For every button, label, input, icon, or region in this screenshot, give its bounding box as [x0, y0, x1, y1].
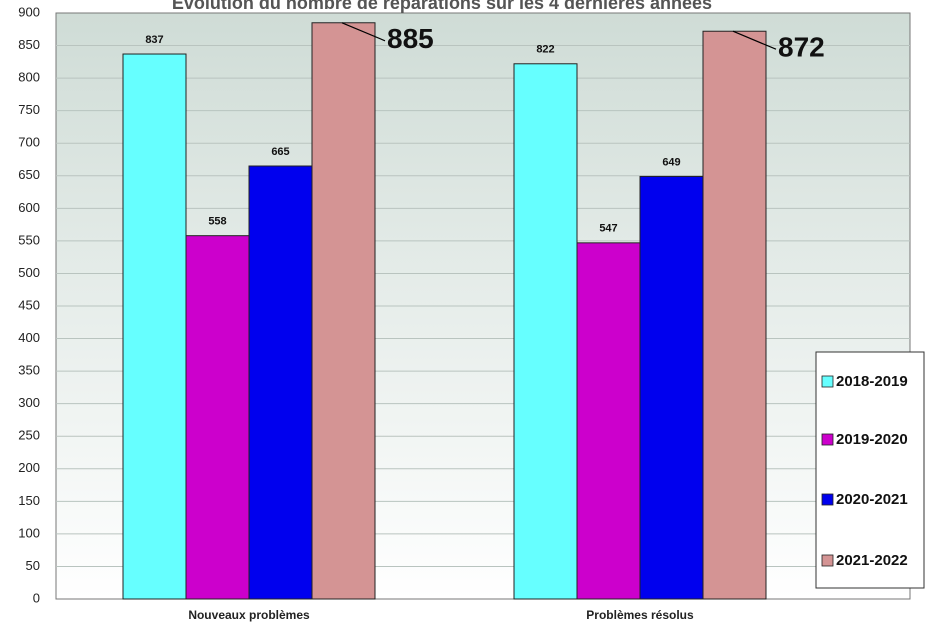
- legend-label: 2021-2022: [836, 552, 908, 569]
- legend-swatch: [821, 375, 834, 388]
- y-tick-label: 50: [26, 558, 40, 573]
- data-label-leader: [341, 22, 386, 42]
- data-label: 649: [662, 156, 680, 168]
- y-tick-label: 300: [18, 395, 40, 410]
- y-tick-label: 750: [18, 102, 40, 117]
- legend-label: 2019-2020: [836, 431, 908, 448]
- x-axis-categories: Nouveaux problèmes Problèmes résolus: [188, 608, 694, 622]
- legend-swatch: [821, 433, 834, 446]
- chart-title: Evolution du nombre de réparations sur l…: [172, 0, 712, 13]
- x-category-label: Problèmes résolus: [586, 608, 694, 622]
- data-label: 558: [208, 216, 226, 228]
- y-tick-label: 900: [18, 4, 40, 19]
- bar: [513, 63, 578, 600]
- y-tick-label: 550: [18, 232, 40, 247]
- y-tick-label: 250: [18, 428, 40, 443]
- bar: [311, 22, 376, 600]
- data-label: 547: [599, 223, 617, 235]
- y-axis-ticks: 0 50 100 150 200 250 300 350 400 450 500 550 600 650 7…: [18, 4, 40, 605]
- legend-label: 2020-2021: [836, 491, 908, 508]
- bar: [248, 165, 313, 600]
- y-tick-label: 850: [18, 37, 40, 52]
- legend-box: [815, 351, 925, 589]
- legend: 2018-2019 2019-2020 2020-2021 2021-2022: [815, 351, 925, 589]
- y-tick-label: 650: [18, 167, 40, 182]
- data-label: 822: [536, 44, 554, 56]
- legend-swatch: [821, 493, 834, 506]
- legend-swatch: [821, 554, 834, 567]
- y-tick-label: 200: [18, 460, 40, 475]
- data-labels: 837 558 665 885 822 547 649 872: [145, 22, 825, 235]
- bars: [122, 22, 767, 600]
- data-label: 885: [387, 23, 434, 54]
- legend-label: 2018-2019: [836, 373, 908, 390]
- bar: [122, 53, 187, 600]
- y-tick-label: 450: [18, 297, 40, 312]
- y-tick-label: 100: [18, 525, 40, 540]
- x-category-label: Nouveaux problèmes: [188, 608, 310, 622]
- bar: [185, 235, 250, 600]
- bar: [639, 175, 704, 600]
- y-tick-label: 350: [18, 363, 40, 378]
- y-tick-label: 600: [18, 200, 40, 215]
- y-tick-label: 500: [18, 265, 40, 280]
- data-label: 665: [271, 146, 289, 158]
- y-tick-label: 0: [33, 590, 40, 605]
- data-label: 837: [145, 34, 163, 46]
- data-label: 872: [778, 32, 825, 63]
- y-tick-label: 800: [18, 70, 40, 85]
- y-tick-label: 700: [18, 135, 40, 150]
- data-label-leader: [732, 30, 777, 50]
- bar: [576, 242, 641, 600]
- y-tick-label: 400: [18, 330, 40, 345]
- bar: [702, 30, 767, 600]
- y-tick-label: 150: [18, 493, 40, 508]
